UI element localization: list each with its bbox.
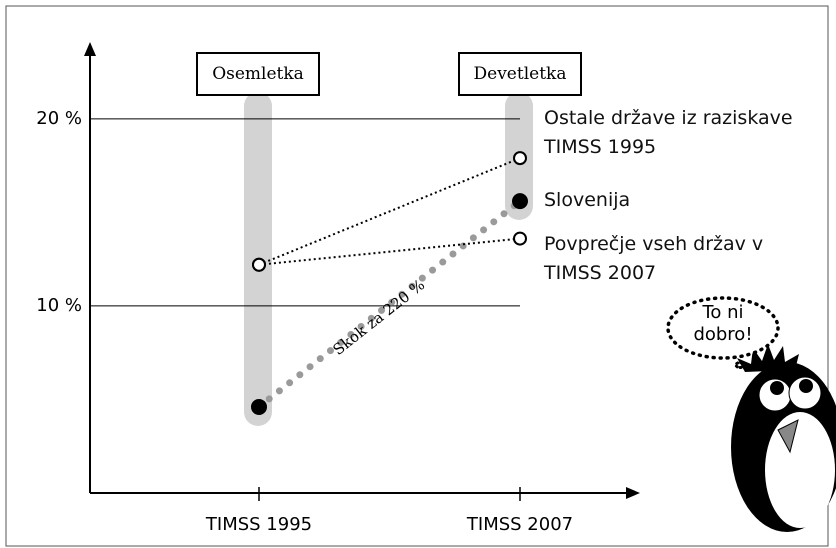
y-tick-label: 20 % xyxy=(36,108,82,129)
series-label: Povprečje vseh držav v TIMSS 2007 xyxy=(544,230,784,288)
axis-arrow xyxy=(84,42,96,56)
series-label: Ostale države iz raziskave TIMSS 1995 xyxy=(544,104,804,162)
marker xyxy=(252,400,266,414)
marker xyxy=(514,233,526,245)
series-line xyxy=(259,239,520,265)
marker xyxy=(253,259,265,271)
column-header: Devetletka xyxy=(458,52,582,96)
y-tick-label: 10 % xyxy=(36,295,82,316)
penguin xyxy=(717,344,836,532)
column-header: Osemletka xyxy=(196,52,320,96)
axis-arrow xyxy=(626,487,640,499)
x-tick-label: TIMSS 2007 xyxy=(466,514,573,535)
series-label: Slovenija xyxy=(544,186,804,215)
speech-text: To ni dobro! xyxy=(688,302,758,346)
x-tick-label: TIMSS 1995 xyxy=(205,514,312,535)
page: 10 % 20 % TIMSS 1995 TIMSS 2007 Skok za 220 … xyxy=(0,0,836,548)
marker xyxy=(513,194,527,208)
series-line xyxy=(259,158,520,265)
marker xyxy=(514,152,526,164)
annotation: Skok za 220 % xyxy=(330,276,429,359)
